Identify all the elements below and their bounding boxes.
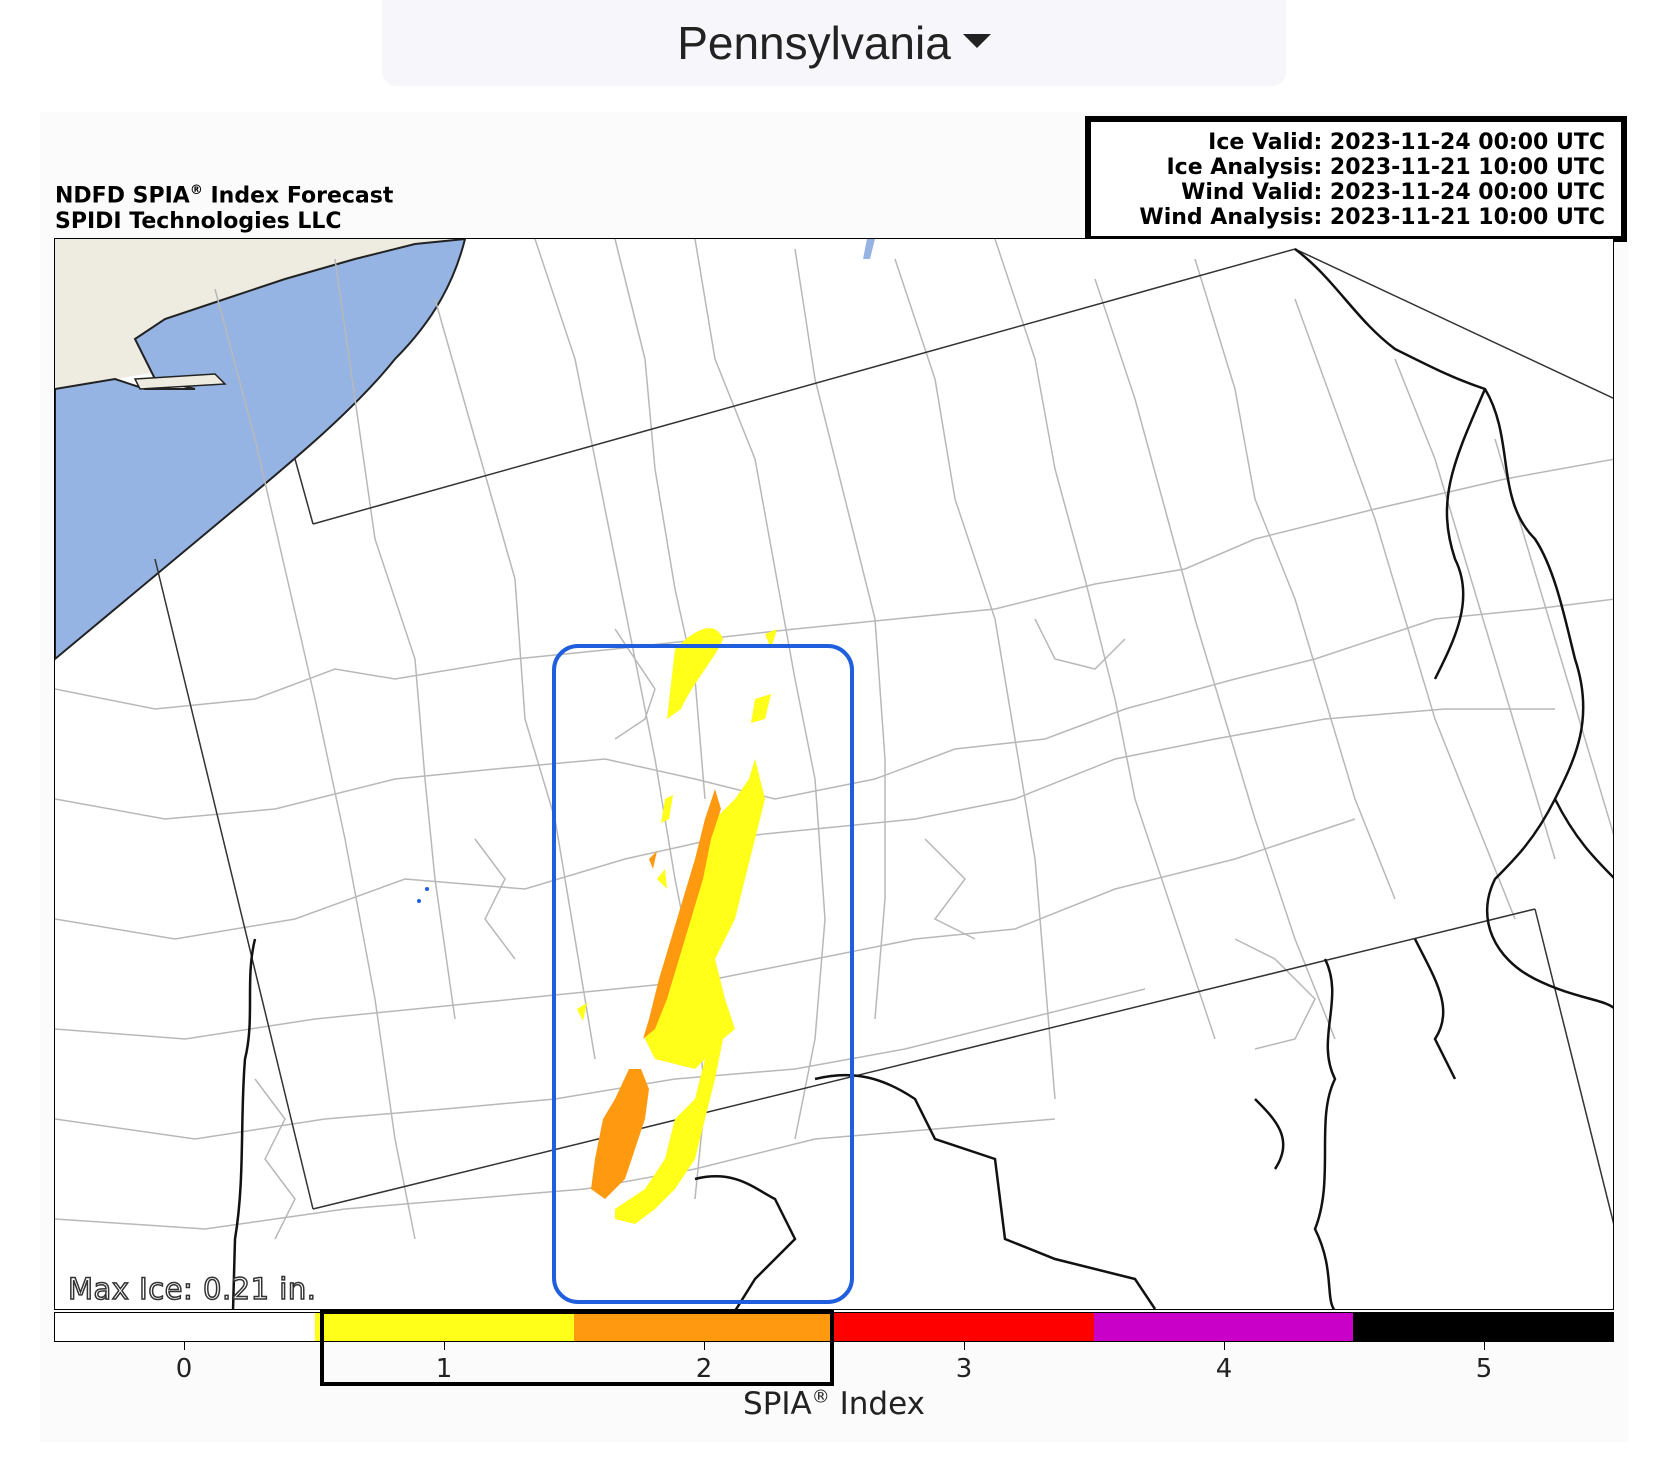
colorbar-segment-2 bbox=[574, 1313, 834, 1341]
colorbar-segment-0 bbox=[55, 1313, 315, 1341]
colorbar-segment-3 bbox=[833, 1313, 1094, 1341]
ice-analysis-text: Ice Analysis: 2023-11-21 10:00 UTC bbox=[1166, 155, 1606, 180]
registered-mark: ® bbox=[189, 183, 203, 198]
max-ice-label: Max Ice: 0.21 in. bbox=[67, 1271, 317, 1307]
colorbar-tick-label: 1 bbox=[435, 1354, 453, 1384]
pa-border bbox=[154, 558, 314, 1210]
ice-index-1-area bbox=[615, 739, 765, 1224]
valid-times-box: Ice Valid: 2023-11-24 00:00 UTC Ice Anal… bbox=[1085, 116, 1627, 242]
colorbar-tick-label: 5 bbox=[1475, 1354, 1493, 1384]
colorbar-highlight bbox=[320, 1310, 834, 1386]
ice-index-1-area bbox=[751, 694, 771, 723]
colorbar-ticks: 0 1 2 3 4 5 bbox=[54, 1342, 1614, 1384]
colorbar-tick-label: 2 bbox=[695, 1354, 713, 1384]
ice-index-1-area bbox=[577, 1003, 587, 1021]
colorbar-tick-label: 3 bbox=[955, 1354, 973, 1384]
pa-border bbox=[294, 458, 314, 525]
ice-index-2-area bbox=[649, 851, 657, 869]
state-selector-label: Pennsylvania bbox=[677, 17, 951, 69]
colorbar-tick bbox=[1224, 1342, 1225, 1350]
ice-index-2-area bbox=[591, 1069, 649, 1199]
lake-erie bbox=[55, 239, 467, 661]
registered-mark: ® bbox=[811, 1386, 830, 1408]
colorbar-segment-5 bbox=[1353, 1313, 1613, 1341]
colorbar-title-suffix: Index bbox=[829, 1386, 925, 1422]
colorbar-segment-1 bbox=[314, 1313, 575, 1341]
map-frame bbox=[54, 238, 1614, 1310]
colorbar-tick bbox=[704, 1342, 705, 1350]
title-line1: NDFD SPIA bbox=[55, 183, 190, 209]
ice-index-1-area bbox=[667, 628, 723, 719]
ice-index-1-area bbox=[765, 629, 777, 649]
long-point bbox=[133, 373, 227, 390]
map-title: NDFD SPIA® Index Forecast SPIDI Technolo… bbox=[55, 178, 393, 235]
spia-colorbar bbox=[54, 1312, 1614, 1342]
caret-down-icon bbox=[962, 34, 991, 48]
colorbar-tick-label: 4 bbox=[1215, 1354, 1233, 1384]
colorbar-title-text: SPIA bbox=[743, 1386, 812, 1422]
colorbar-tick bbox=[444, 1342, 445, 1350]
pa-border bbox=[1534, 908, 1613, 1225]
colorbar-tick bbox=[1484, 1342, 1485, 1350]
title-line1-suffix: Index Forecast bbox=[202, 183, 394, 209]
ice-index-1-area bbox=[657, 869, 667, 889]
pa-border bbox=[312, 908, 1536, 1210]
colorbar-tick-label: 0 bbox=[175, 1354, 193, 1384]
state-selector-dropdown[interactable]: Pennsylvania bbox=[382, 0, 1286, 86]
county-lines bbox=[55, 239, 1613, 1240]
title-line2: SPIDI Technologies LLC bbox=[55, 209, 342, 235]
pa-border bbox=[312, 248, 1613, 525]
rivers-borders bbox=[231, 248, 1613, 1309]
wind-valid-text: Wind Valid: 2023-11-24 00:00 UTC bbox=[1181, 180, 1605, 205]
colorbar-tick bbox=[964, 1342, 965, 1350]
ice-index-areas bbox=[577, 628, 777, 1224]
state-map bbox=[55, 239, 1613, 1309]
ice-index-1-area bbox=[661, 795, 673, 823]
ice-region-highlight bbox=[552, 644, 854, 1304]
wind-analysis-text: Wind Analysis: 2023-11-21 10:00 UTC bbox=[1139, 205, 1605, 230]
colorbar-segment-4 bbox=[1093, 1313, 1354, 1341]
colorbar-tick bbox=[184, 1342, 185, 1350]
ice-index-2-area bbox=[643, 789, 721, 1039]
ice-valid-text: Ice Valid: 2023-11-24 00:00 UTC bbox=[1208, 130, 1605, 155]
colorbar-title: SPIA® Index bbox=[0, 1386, 1668, 1422]
